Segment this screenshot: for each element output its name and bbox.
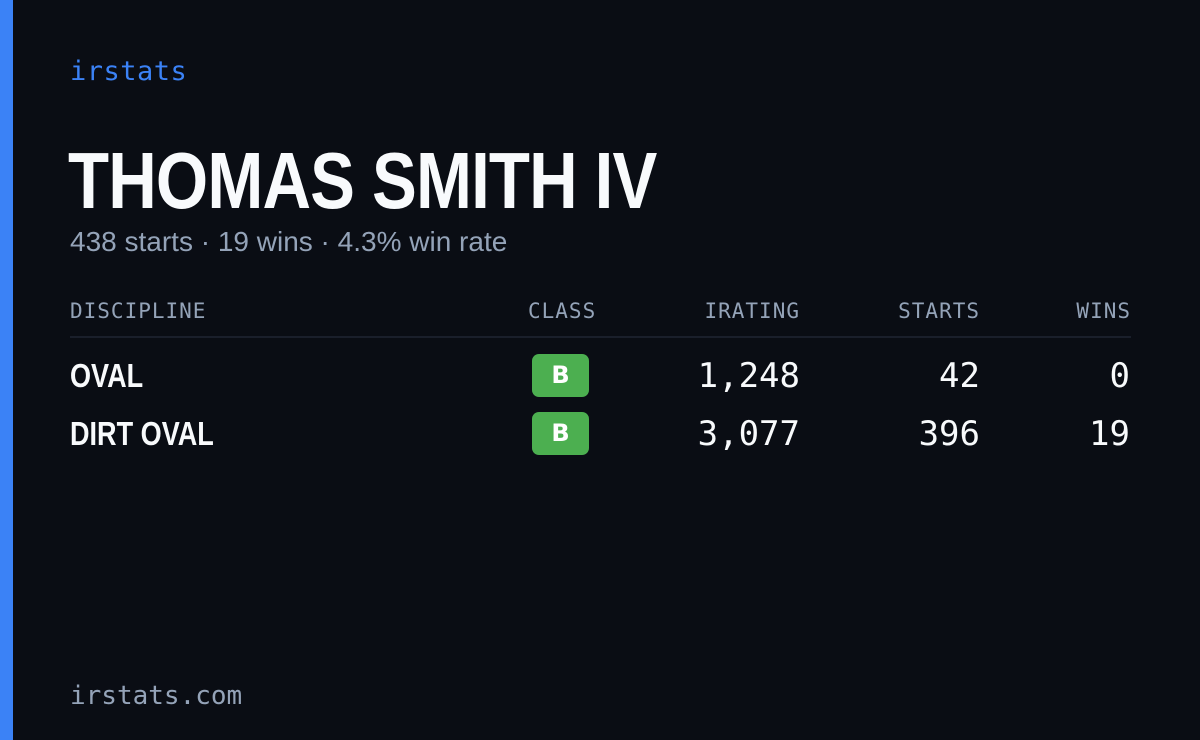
license-class-badge: B (532, 354, 589, 397)
wins-value: 19 (1089, 414, 1130, 454)
footer-url: irstats.com (70, 681, 243, 711)
driver-summary: 438 starts · 19 wins · 4.3% win rate (70, 226, 508, 257)
irating-value: 3,077 (697, 414, 800, 454)
driver-name: THOMAS SMITH IV (68, 136, 657, 225)
table-header: DISCIPLINE CLASS IRATING STARTS WINS (70, 296, 1131, 338)
starts-value: 396 (918, 414, 980, 454)
header-class: CLASS (528, 299, 597, 323)
accent-bar (0, 0, 13, 740)
irating-value: 1,248 (697, 356, 800, 396)
header-starts: STARTS (898, 299, 980, 323)
brand-logo: irstats (70, 56, 188, 87)
wins-value: 0 (1109, 356, 1130, 396)
header-wins: WINS (1076, 299, 1131, 323)
discipline-name: DIRT OVAL (70, 415, 214, 452)
starts-value: 42 (939, 356, 980, 396)
license-class-badge: B (532, 412, 589, 455)
table-row: DIRT OVAL B 3,077 396 19 (70, 396, 1131, 455)
license-table: DISCIPLINE CLASS IRATING STARTS WINS OVA… (70, 296, 1131, 455)
table-row: OVAL B 1,248 42 0 (70, 338, 1131, 397)
header-discipline: DISCIPLINE (70, 299, 207, 323)
discipline-name: OVAL (70, 357, 144, 394)
header-irating: IRATING (704, 299, 800, 323)
